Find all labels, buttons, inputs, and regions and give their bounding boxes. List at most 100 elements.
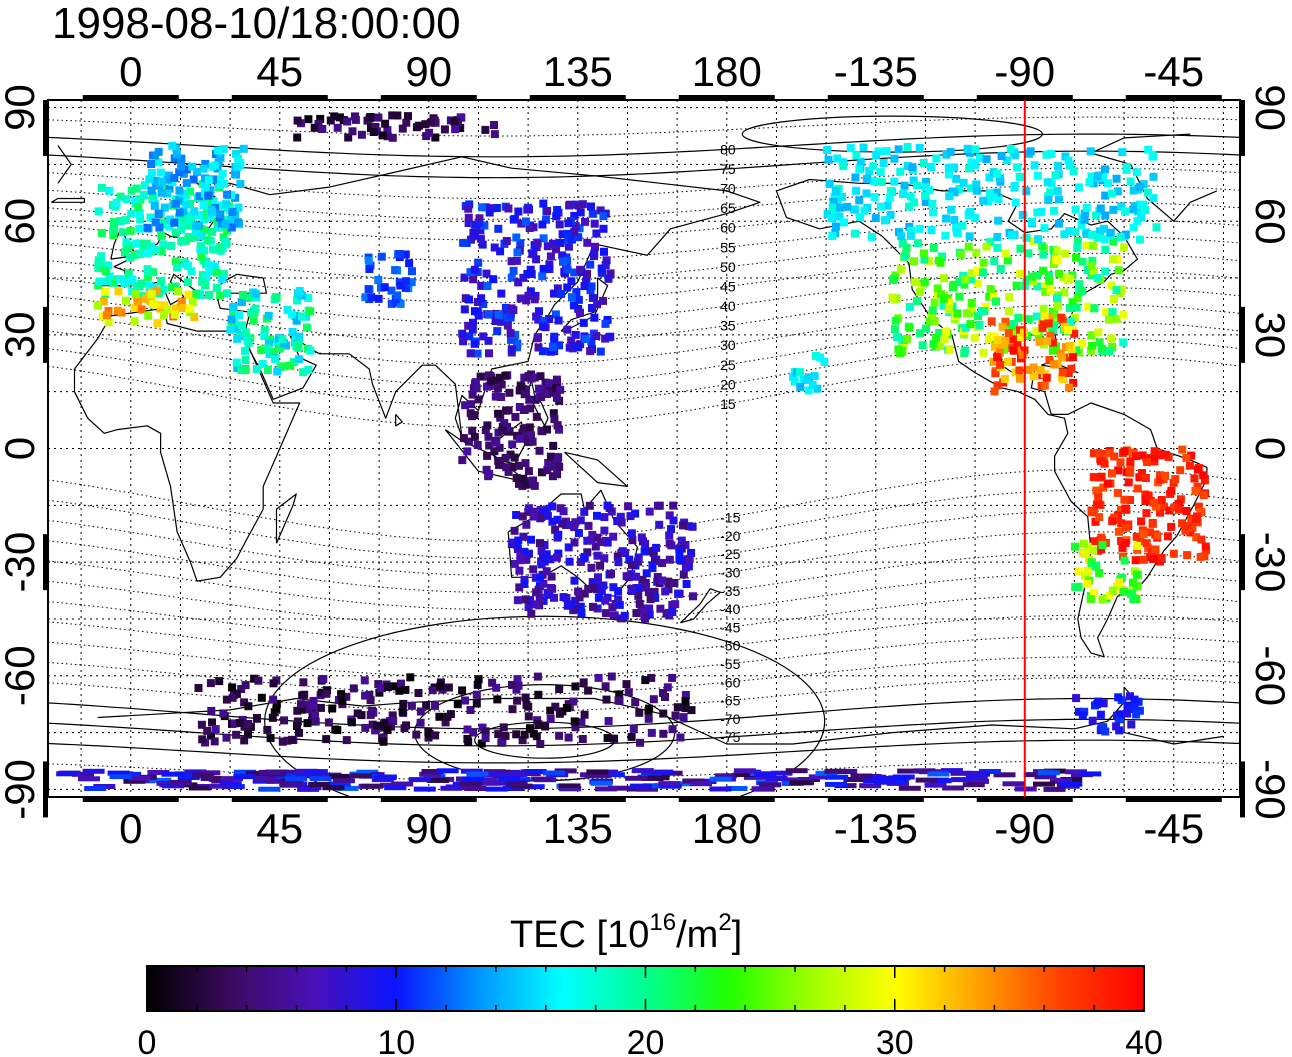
tec-point [110,217,118,226]
tec-point [671,711,680,720]
tec-point [477,281,486,290]
tec-point [553,456,562,464]
tec-point [1120,556,1129,565]
tec-point [1039,304,1048,313]
tec-point [490,447,499,456]
tec-point [595,786,618,792]
tec-point [285,776,308,782]
tec-point [1087,261,1096,270]
tec-point [157,177,166,186]
tec-point [839,162,848,171]
tec-point [576,602,585,611]
tec-point [167,242,176,250]
tec-point [933,284,942,293]
tec-point [472,699,481,708]
tec-point [127,209,136,218]
tec-point [426,777,449,783]
tec-point [162,783,185,789]
tec-point [543,242,552,251]
tec-point [190,233,198,242]
tec-point [1178,445,1187,454]
tec-point [522,385,531,394]
tec-point [419,771,442,777]
tec-point [634,591,643,600]
tec-point [483,421,492,430]
tec-point [104,307,113,315]
tec-point [216,175,225,184]
tec-point [576,208,585,217]
tec-observations [56,111,1211,792]
tec-point [464,321,473,330]
tec-point [199,164,208,173]
contour-label: -75 [720,729,740,745]
tec-point [295,355,303,364]
tec-point [1013,163,1022,172]
tec-point [979,258,988,267]
tec-point [241,346,249,355]
tec-point [1060,230,1069,239]
tec-point [1107,469,1116,478]
tec-point [523,205,532,214]
tec-point [522,784,545,790]
tec-point [469,318,477,327]
tec-point [714,773,737,779]
tec-point [484,310,493,319]
contour-line [48,184,1240,220]
tec-point [570,604,579,613]
tec-point [209,783,232,789]
tec-point [525,395,534,404]
tec-point [1129,578,1137,587]
tec-point [572,288,581,297]
tec-point [502,237,511,245]
tec-point [891,316,900,325]
tec-point [609,532,618,541]
tec-point [1119,310,1128,319]
tec-point [494,428,503,437]
tec-point [272,699,281,708]
tec-point [145,175,154,184]
tec-point [865,167,874,175]
tec-point [1115,578,1123,587]
contour-label: -35 [720,583,740,599]
tec-point [401,250,410,259]
tec-point [985,335,993,344]
tec-point [398,707,407,716]
tec-point [293,116,302,125]
tec-point [636,786,658,792]
tec-point [655,501,664,510]
tec-point [203,236,212,245]
tec-point [538,347,547,356]
tec-point [388,111,397,120]
tec-point [588,530,597,539]
tec-point [980,307,989,316]
tec-point [937,290,945,299]
tec-point [260,326,269,335]
lat-tick-left: 90 [0,84,43,131]
tec-point [550,415,559,424]
tec-point [890,325,899,334]
tec-point [939,301,948,310]
tec-point [820,358,829,366]
tec-point [622,572,631,581]
tec-point [1065,342,1074,350]
tec-point [863,778,885,784]
tec-point [1113,582,1122,591]
tec-point [564,242,573,251]
tec-point [481,426,490,435]
lon-tick-top: -45 [1143,48,1204,95]
tec-point [1193,465,1202,474]
tec-point [986,238,995,247]
tec-point [927,226,936,235]
tec-point [1097,533,1106,542]
tec-point [929,208,937,217]
tec-point [580,710,589,719]
contour-label: 40 [720,298,736,314]
tec-point [170,154,179,163]
frame-bar [1240,761,1245,818]
tec-point [938,252,946,261]
tec-point [365,265,374,273]
tec-point [178,304,187,312]
tec-point [463,447,472,456]
tec-point [157,231,166,240]
tec-point [543,207,552,215]
